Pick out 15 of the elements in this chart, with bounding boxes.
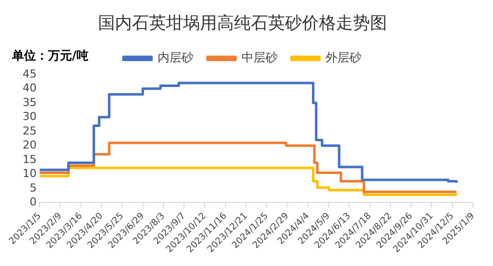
y-tick-label: 20 <box>22 138 37 152</box>
chart-title: 国内石英坩埚用高纯石英砂价格走势图 <box>98 14 387 34</box>
y-tick-label: 10 <box>22 167 37 180</box>
y-axis-title: 单位：万元/吨 <box>11 48 88 63</box>
y-tick-label: 40 <box>22 82 37 95</box>
y-tick-label: 5 <box>30 181 37 194</box>
y-tick-label: 15 <box>22 152 37 166</box>
legend-label: 内层砂 <box>158 50 194 65</box>
y-tick-label: 30 <box>22 110 37 124</box>
y-tick-label: 35 <box>22 96 37 109</box>
y-tick-label: 45 <box>22 67 37 80</box>
legend-label: 中层砂 <box>242 50 278 65</box>
legend-label: 外层砂 <box>326 50 362 65</box>
y-tick-label: 0 <box>30 196 37 209</box>
y-tick-label: 25 <box>22 124 37 138</box>
